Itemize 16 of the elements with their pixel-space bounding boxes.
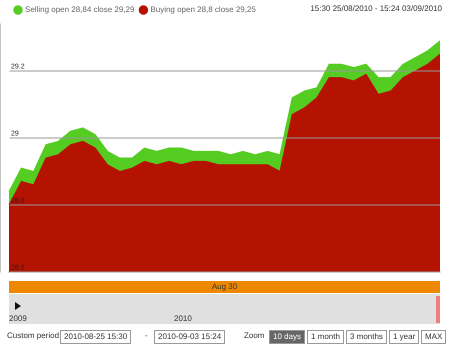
- legend-label: Selling open 28,84 close 29,29: [25, 5, 135, 14]
- text: 1 month: [307, 330, 344, 344]
- text: 1 year: [389, 330, 420, 344]
- text: 2009: [9, 314, 27, 323]
- legend-label: Buying open 28,8 close 29,25: [150, 5, 256, 14]
- text: 10 days: [269, 330, 306, 344]
- text: 2010: [174, 314, 192, 323]
- text: 3 months: [346, 330, 387, 344]
- text: MAX: [421, 330, 446, 344]
- text: 2010-09-03 15:24: [154, 330, 226, 344]
- x-axis-title: Aug 30: [9, 281, 440, 293]
- text: 2010-08-25 15:30: [60, 330, 132, 344]
- text: Zoom: [243, 330, 266, 342]
- text: Custom period: [6, 330, 60, 342]
- chart-subtitle: 15:30 25/08/2010 - 15:24 03/09/2010: [310, 4, 442, 13]
- text: -: [144, 330, 149, 342]
